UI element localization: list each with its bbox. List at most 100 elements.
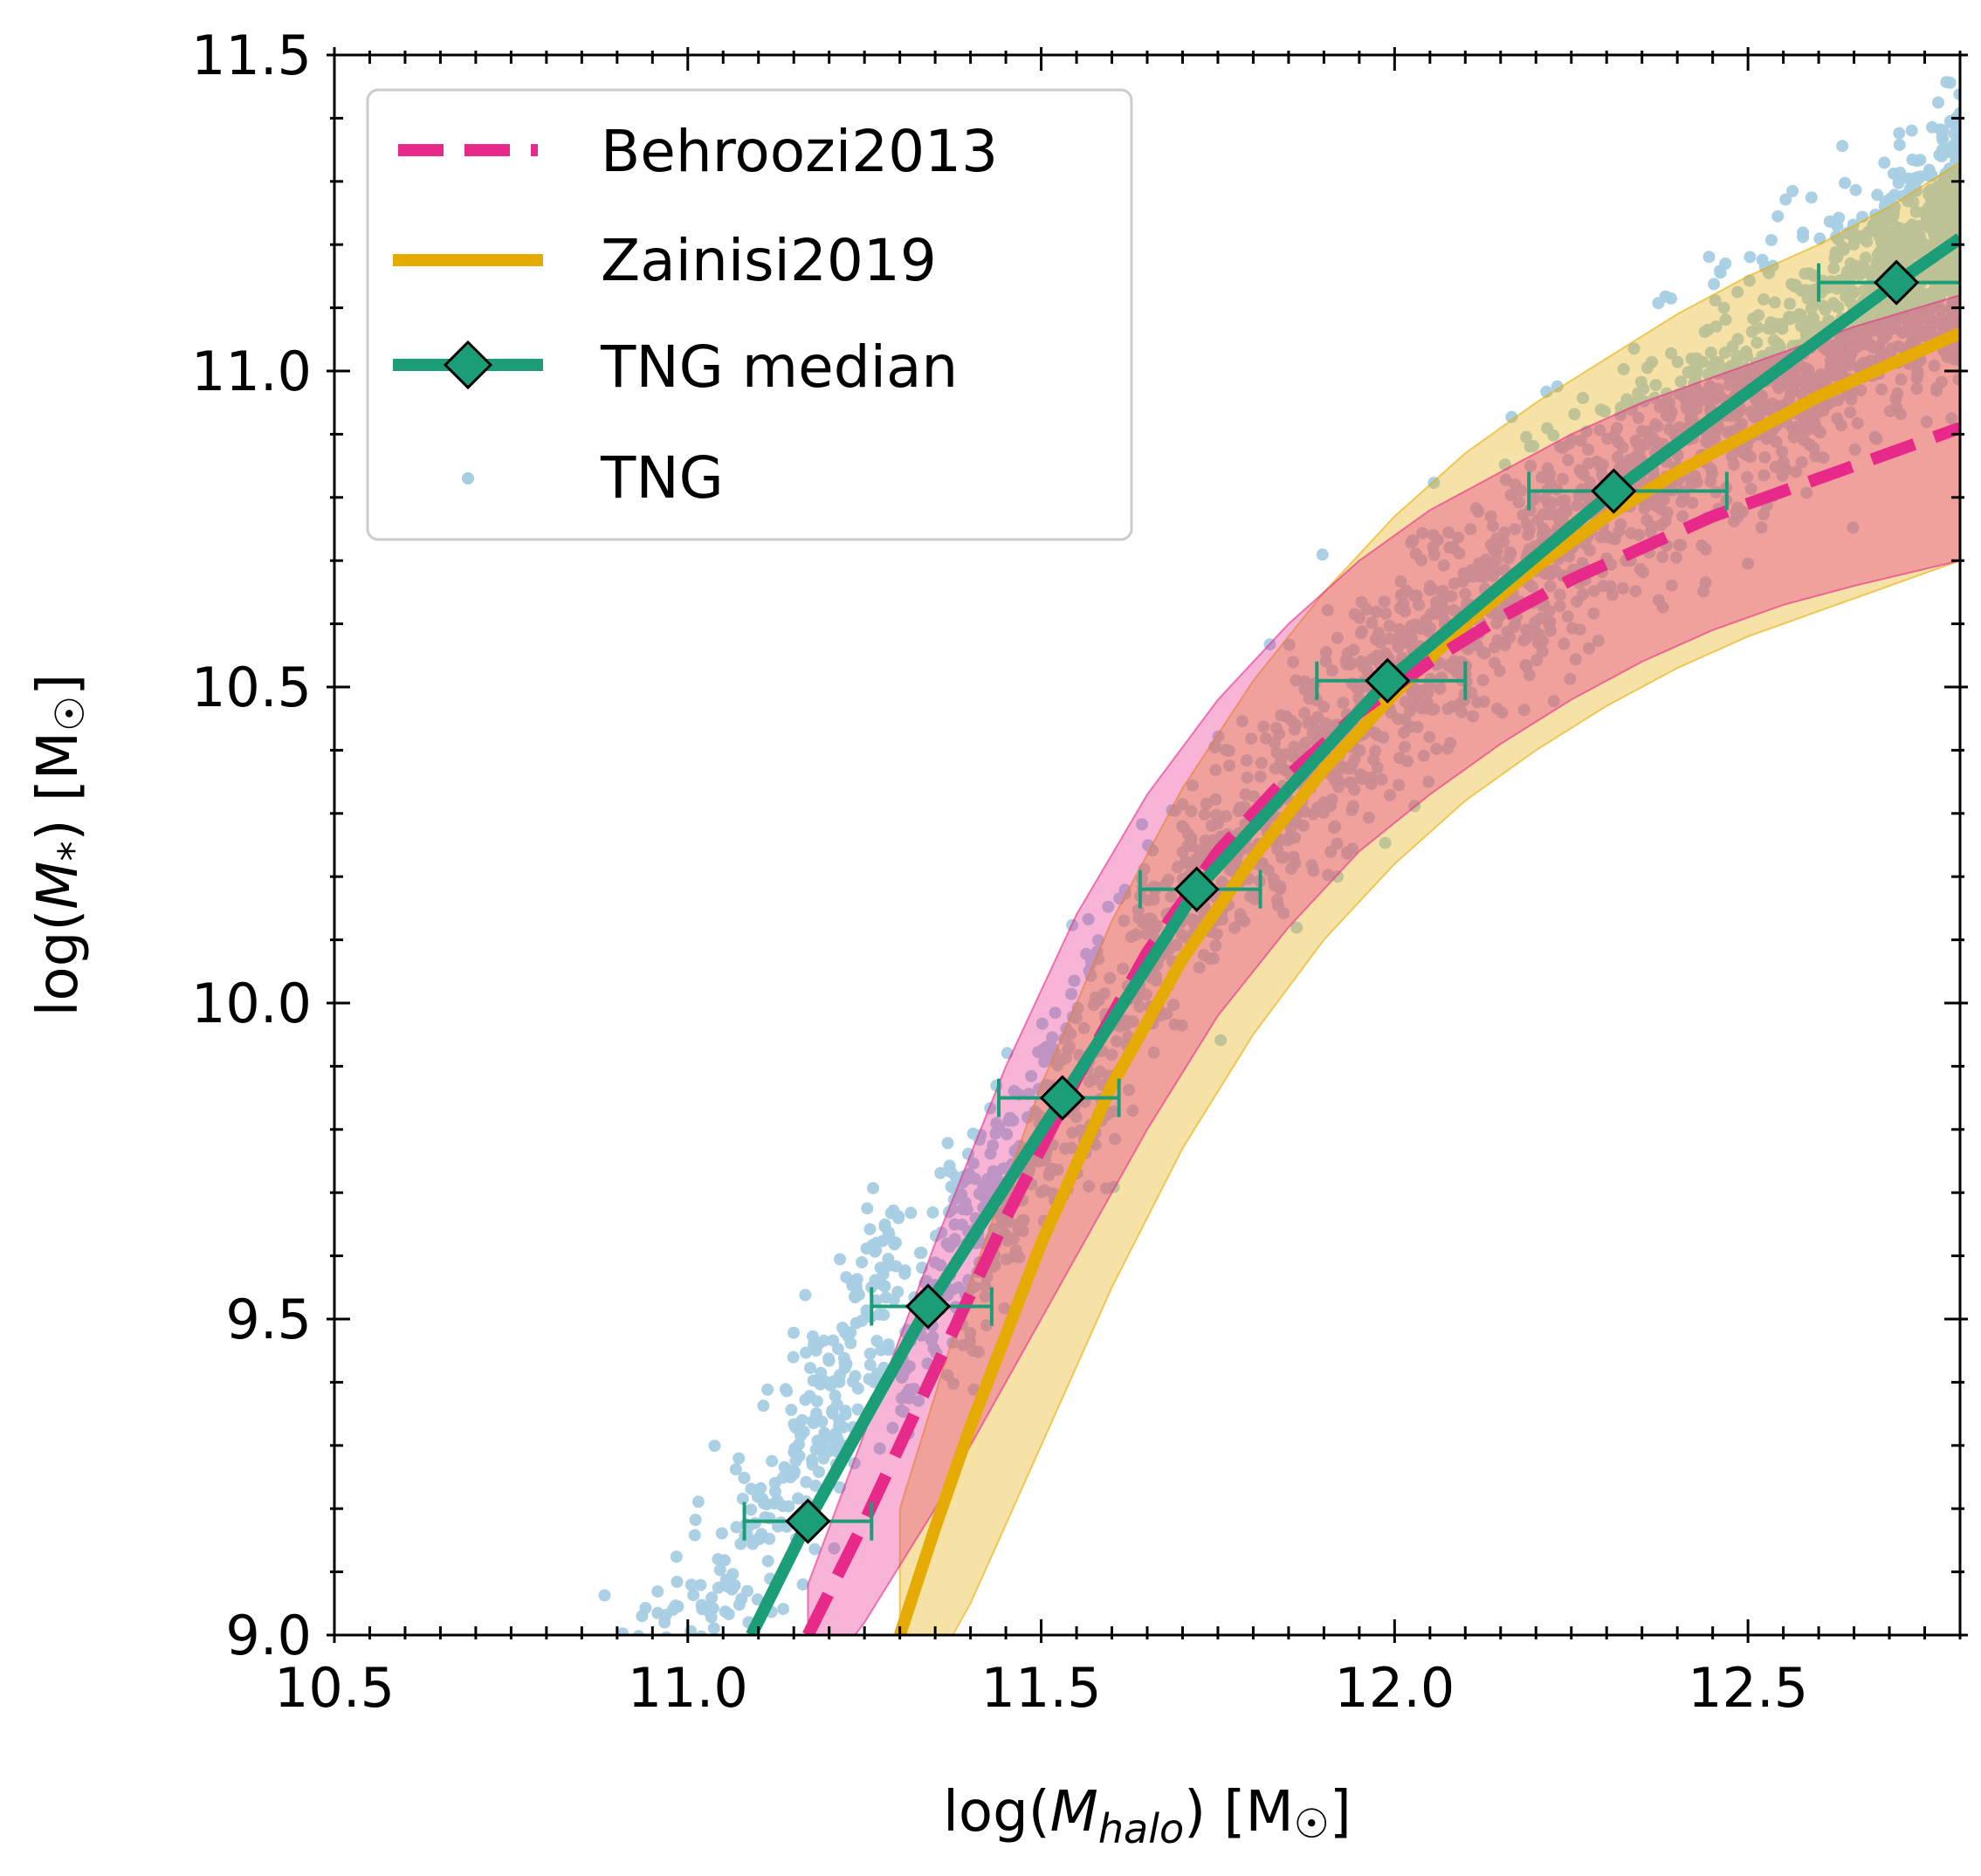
tng-point	[1934, 196, 1947, 210]
legend-label-zainisi: Zainisi2019	[601, 227, 937, 294]
tng-point	[998, 1302, 1011, 1315]
tng-point	[666, 1604, 679, 1616]
tng-point	[1627, 342, 1641, 355]
tng-point	[1527, 440, 1540, 452]
tng-point	[1276, 851, 1288, 864]
tng-point	[1083, 1179, 1096, 1192]
tng-point	[1874, 347, 1888, 360]
tng-point	[1849, 183, 1862, 196]
tng-point	[1415, 553, 1428, 567]
tng-point	[1943, 76, 1957, 89]
tng-point	[886, 1421, 899, 1434]
tng-point	[1065, 1141, 1078, 1154]
tng-point	[1912, 172, 1925, 185]
tng-point	[694, 1578, 707, 1591]
tng-point	[733, 1598, 746, 1611]
tng-point	[761, 1555, 774, 1568]
tng-point	[1821, 281, 1834, 294]
tng-point	[1145, 912, 1158, 925]
tng-point	[1582, 443, 1595, 456]
tng-point	[1945, 116, 1958, 129]
tng-point	[1883, 405, 1896, 418]
tng-point	[837, 1351, 850, 1364]
tng-point	[1758, 450, 1771, 464]
tng-point	[1757, 469, 1771, 482]
tng-point	[1940, 265, 1953, 278]
tng-point	[867, 1182, 879, 1194]
tng-point	[1800, 362, 1813, 375]
x-tick-label: 11.0	[628, 1656, 748, 1720]
tng-point	[1444, 737, 1457, 750]
tng-point	[1634, 375, 1647, 388]
tng-point	[1637, 566, 1649, 579]
tng-point	[1490, 702, 1503, 715]
tng-point	[1932, 96, 1944, 109]
tng-point	[891, 1285, 905, 1298]
tng-point	[1209, 793, 1222, 806]
tng-point	[1907, 196, 1920, 209]
tng-point	[713, 1644, 726, 1656]
tng-point	[1322, 869, 1335, 882]
tng-point	[1283, 638, 1296, 651]
tng-point	[980, 1319, 993, 1332]
tng-point	[846, 1375, 859, 1388]
tng-point	[1077, 1021, 1090, 1034]
tng-point	[1768, 296, 1781, 309]
tng-point	[1378, 595, 1391, 608]
tng-point	[1633, 444, 1646, 457]
tng-point	[1764, 316, 1778, 329]
tng-point	[1367, 753, 1380, 766]
tng-point	[1704, 346, 1717, 359]
tng-point	[1123, 1083, 1135, 1096]
tng-point	[1223, 759, 1235, 773]
tng-point	[1892, 176, 1905, 189]
tng-point	[1795, 456, 1808, 469]
tng-point	[1530, 654, 1544, 667]
tng-point	[897, 1405, 910, 1419]
tng-point	[1708, 428, 1721, 441]
tng-point	[1930, 384, 1943, 397]
tng-point	[1920, 416, 1933, 429]
tng-point	[1478, 647, 1491, 660]
tng-point	[1167, 999, 1180, 1011]
tng-point	[1489, 553, 1503, 567]
tng-point	[963, 1335, 976, 1348]
x-tick-label: 12.0	[1334, 1656, 1455, 1720]
tng-point	[1953, 194, 1960, 207]
tng-point	[1130, 928, 1143, 941]
tng-point	[691, 1495, 705, 1508]
legend: Behroozi2013 Zainisi2019 TNG median TNG	[366, 88, 1133, 541]
tng-point	[883, 1343, 895, 1357]
tng-point	[1592, 635, 1605, 647]
tng-point	[1562, 453, 1575, 466]
tng-point	[1297, 819, 1310, 832]
tng-point	[1126, 1104, 1139, 1117]
tng-point	[1744, 251, 1757, 264]
tng-point	[651, 1644, 664, 1656]
tng-point	[1503, 546, 1517, 559]
tng-point	[1517, 704, 1530, 717]
tng-point	[1784, 298, 1796, 310]
legend-label-behroozi: Behroozi2013	[601, 118, 998, 185]
tng-point	[1317, 700, 1331, 713]
tng-point	[926, 1330, 939, 1343]
tng-point	[794, 1429, 807, 1442]
tng-point	[1893, 138, 1906, 151]
tng-point	[838, 1326, 851, 1339]
tng-point	[1240, 754, 1253, 767]
legend-swatch-median-marker	[443, 340, 493, 390]
tng-point	[981, 1172, 994, 1185]
legend-label-median: TNG median	[600, 333, 958, 401]
tng-point	[1777, 456, 1790, 469]
tng-point	[1942, 318, 1955, 331]
tng-point	[1665, 579, 1678, 592]
tng-point	[1399, 740, 1411, 753]
tng-point	[1909, 316, 1922, 329]
tng-point	[1928, 360, 1941, 372]
tng-point	[1799, 327, 1812, 340]
tng-point	[1544, 467, 1557, 480]
tng-point	[1797, 230, 1810, 244]
tng-point	[828, 1542, 841, 1555]
tng-point	[1416, 526, 1429, 539]
